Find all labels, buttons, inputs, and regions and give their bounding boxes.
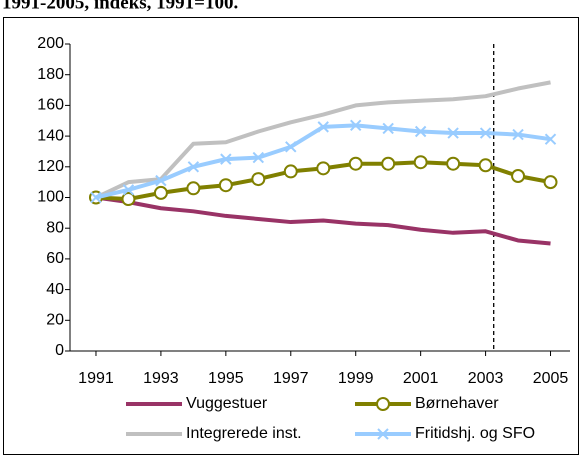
marker: [479, 127, 492, 139]
x-tick-label: 1995: [208, 370, 244, 387]
marker: [511, 169, 526, 184]
y-tick-label: 140: [37, 127, 64, 144]
marker: [251, 172, 266, 187]
series-line: [95, 80, 551, 200]
marker: [285, 141, 297, 153]
legend-marker: [377, 428, 389, 440]
marker: [283, 164, 298, 179]
marker: [478, 158, 493, 173]
x-tick-label: 1999: [338, 370, 374, 387]
marker: [220, 153, 232, 165]
y-tick-label: 120: [37, 158, 64, 175]
marker: [544, 133, 557, 145]
x-tick-label: 1993: [143, 370, 179, 387]
marker: [446, 156, 461, 171]
y-tick-label: 100: [37, 189, 64, 206]
marker: [414, 125, 427, 138]
series-line: [95, 195, 551, 246]
y-tick-label: 80: [46, 219, 64, 236]
y-tick-label: 0: [55, 342, 64, 359]
chart-frame: [3, 17, 579, 455]
marker: [512, 128, 524, 141]
legend-label: Fritidshj. og SFO: [415, 425, 535, 442]
marker: [447, 127, 459, 139]
marker: [317, 121, 329, 133]
marker: [187, 161, 200, 173]
marker: [122, 184, 135, 196]
legend-label: Børnehaver: [415, 395, 499, 412]
y-tick-label: 20: [46, 312, 64, 329]
y-tick-label: 180: [37, 66, 64, 83]
marker: [543, 175, 558, 190]
legend-label: Vuggestuer: [186, 395, 268, 412]
y-tick-label: 40: [46, 281, 64, 298]
marker: [155, 174, 167, 187]
legend-marker: [376, 397, 390, 411]
marker: [153, 185, 168, 200]
y-tick-label: 60: [46, 250, 64, 267]
marker: [218, 178, 233, 193]
marker: [90, 191, 102, 204]
marker: [252, 151, 265, 164]
marker: [381, 156, 396, 171]
x-tick-label: 2005: [533, 370, 569, 387]
marker: [350, 119, 362, 132]
chart-title: 1991-2005, indeks, 1991=100.: [2, 0, 238, 13]
marker: [186, 181, 201, 196]
marker: [316, 161, 331, 176]
y-tick-label: 200: [37, 35, 64, 52]
x-tick-label: 1997: [273, 370, 309, 387]
x-tick-label: 1991: [78, 370, 114, 387]
x-tick-label: 2003: [468, 370, 504, 387]
y-tick-label: 160: [37, 97, 64, 114]
x-tick-label: 2001: [403, 370, 439, 387]
legend-label: Integrerede inst.: [186, 425, 302, 442]
marker: [413, 155, 428, 170]
marker: [382, 122, 394, 135]
marker: [121, 192, 136, 207]
marker: [348, 156, 363, 171]
